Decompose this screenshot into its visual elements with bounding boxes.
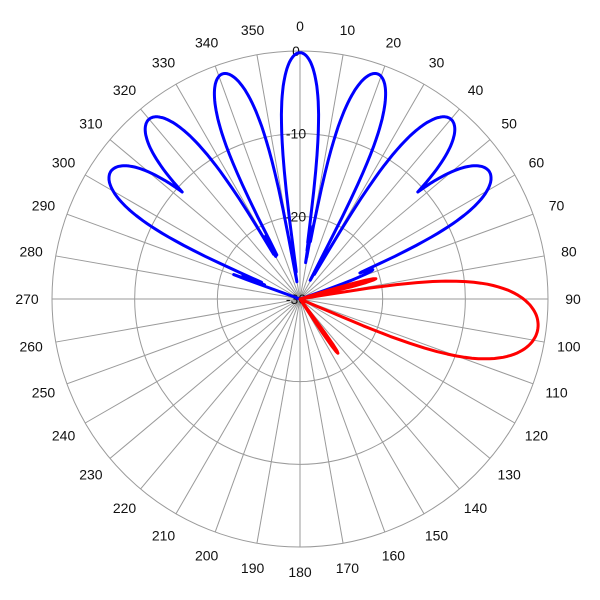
grid-spoke: [109, 298, 301, 459]
angle-tick-label: 310: [79, 116, 103, 132]
grid-spoke: [55, 255, 301, 300]
angle-tick-label: 340: [195, 34, 219, 50]
grid-spoke: [140, 108, 301, 300]
angle-tick-label: 270: [15, 291, 39, 307]
angle-tick-label: 320: [113, 82, 137, 98]
angle-tick-label: 120: [525, 428, 549, 444]
grid-spoke: [214, 65, 301, 300]
series-blue-trace: [107, 51, 493, 301]
grid-spoke: [299, 108, 460, 300]
angle-tick-label: 110: [545, 384, 568, 400]
grid-spoke: [299, 298, 425, 515]
grid-spoke: [55, 298, 301, 343]
grid-spoke: [175, 298, 301, 515]
grid-spoke: [299, 65, 386, 300]
angle-tick-label: 10: [340, 22, 356, 38]
angle-tick-label: 30: [429, 55, 445, 71]
angle-tick-label: 220: [113, 500, 137, 516]
grid-spoke: [299, 298, 545, 343]
grid-spoke: [299, 298, 344, 544]
angle-tick-label: 60: [529, 155, 545, 171]
angle-tick-label: 150: [425, 527, 449, 543]
angle-tick-labels: 0 10 20 30 40 50 60 70 80 90 100 110 120 130 140 150 160…: [15, 18, 581, 580]
grid-spoke: [299, 298, 460, 490]
angle-tick-label: 20: [386, 34, 402, 50]
grid-spoke: [214, 298, 301, 533]
angle-tick-label: 300: [52, 155, 76, 171]
angle-tick-label: 70: [549, 198, 565, 214]
angle-tick-label: 330: [152, 55, 176, 71]
angle-tick-label: 240: [52, 428, 76, 444]
grid-spoke: [84, 174, 301, 300]
angle-tick-label: 80: [561, 244, 577, 260]
angle-tick-label: 100: [557, 338, 581, 354]
angle-tick-label: 40: [468, 82, 484, 98]
angle-tick-label: 0: [296, 18, 304, 34]
angle-tick-label: 350: [241, 22, 265, 38]
angle-tick-label: 50: [501, 116, 517, 132]
grid-spoke: [299, 298, 534, 385]
angle-tick-label: 230: [79, 466, 103, 482]
angle-tick-label: 250: [32, 384, 56, 400]
angle-tick-label: 130: [497, 466, 521, 482]
ring-label: -10: [286, 126, 306, 142]
grid-spoke: [84, 298, 301, 424]
pattern-traces: [107, 51, 540, 361]
grid-spoke: [299, 298, 491, 459]
grid-spoke: [256, 298, 301, 544]
angle-tick-label: 170: [336, 560, 360, 576]
grid-spoke: [66, 298, 301, 385]
angle-tick-label: 280: [19, 244, 43, 260]
grid-spoke: [299, 298, 386, 533]
grid-spoke: [299, 139, 491, 300]
ring-label: 0: [292, 43, 300, 59]
series-red-trace: [298, 277, 540, 361]
grid-spoke: [109, 139, 301, 300]
grid-spoke: [140, 298, 301, 490]
angle-tick-label: 190: [241, 560, 265, 576]
grid-spoke: [299, 174, 516, 300]
angle-tick-label: 180: [288, 564, 312, 580]
angle-tick-label: 140: [464, 500, 488, 516]
angle-tick-label: 160: [382, 548, 406, 564]
angle-tick-label: 260: [19, 338, 43, 354]
angle-tick-label: 90: [565, 291, 581, 307]
angle-tick-label: 210: [152, 527, 176, 543]
grid-spoke: [175, 83, 301, 300]
angle-tick-label: 200: [195, 548, 219, 564]
grid-spoke: [299, 298, 516, 424]
angle-tick-label: 290: [32, 198, 56, 214]
